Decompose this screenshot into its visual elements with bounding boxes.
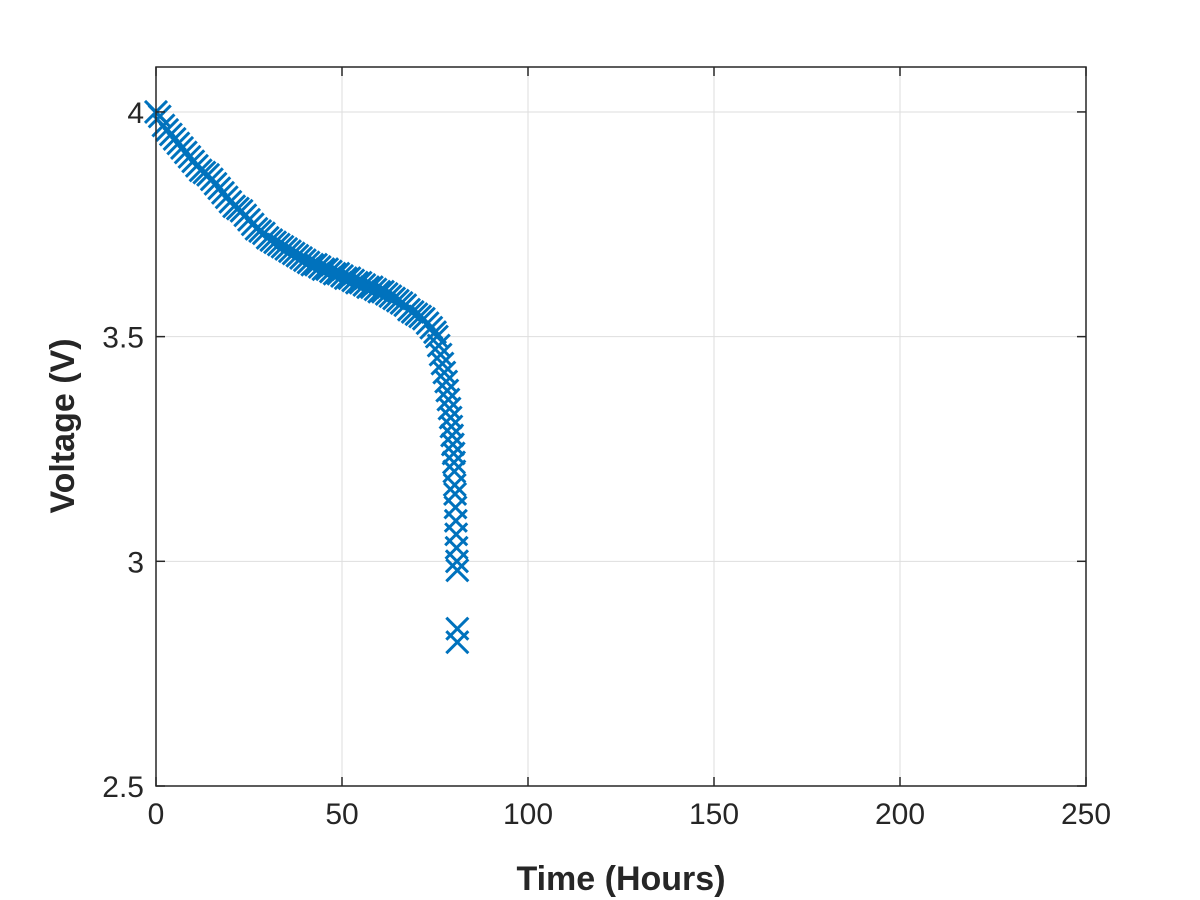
plot-area [156,67,1086,786]
x-tick-label: 250 [1061,798,1111,831]
y-tick-label: 4 [127,97,144,130]
axes-box [155,66,1087,787]
data-points [143,99,470,655]
data-point-x-marker [440,432,465,457]
y-ticks: 2.5 3 3.5 4 [102,97,1086,804]
y-tick-label: 3 [127,546,144,579]
data-point-x-marker [441,450,467,475]
y-tick-label: 2.5 [102,771,144,804]
data-point-x-marker [442,472,467,497]
data-point-x-marker [422,320,448,345]
x-tick-label: 200 [875,798,925,831]
x-tick-label: 100 [503,798,553,831]
data-point-x-marker [441,441,466,466]
y-tick-label: 3.5 [102,322,144,355]
data-point-x-marker [445,558,470,583]
x-tick-label: 50 [325,798,358,831]
x-tick-label: 150 [689,798,739,831]
x-ticks: 0 50 100 150 200 250 [148,67,1111,831]
x-tick-label: 0 [148,798,165,831]
x-axis-label: Time (Hours) [516,860,725,898]
data-point-x-marker [445,630,470,655]
data-point-x-marker [444,549,470,574]
grid-lines [156,67,1086,786]
y-axis-label: Voltage (V) [44,338,82,513]
